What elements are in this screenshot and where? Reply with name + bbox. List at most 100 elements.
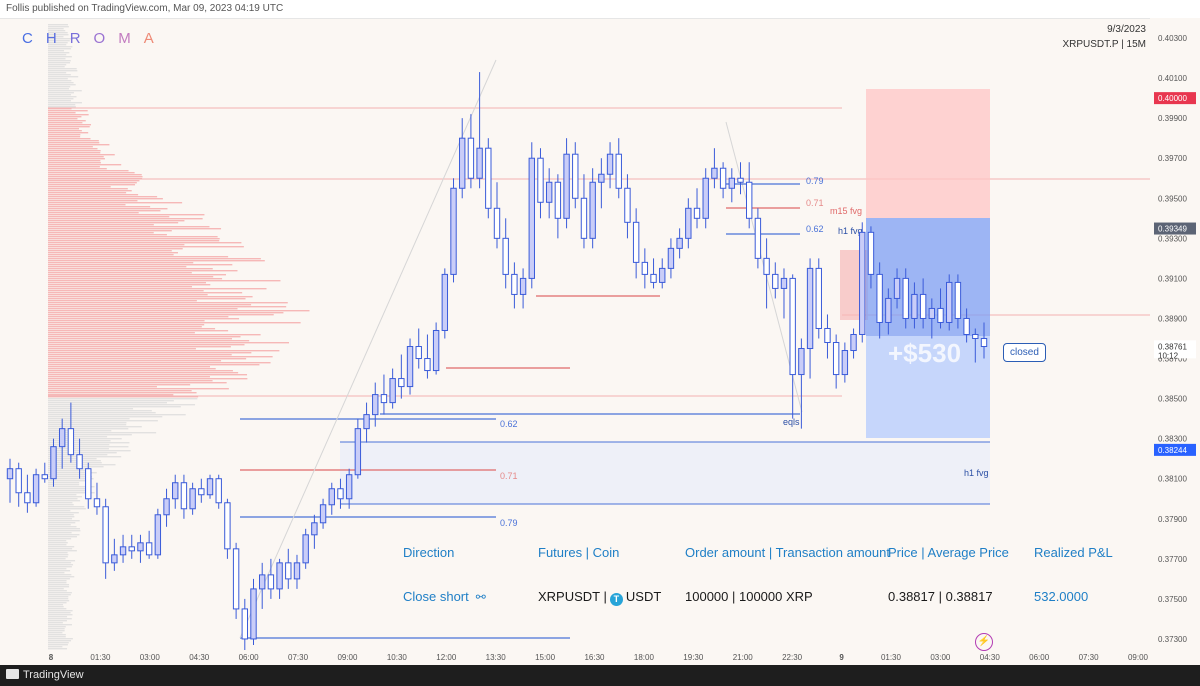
volume-profile-bar [48, 570, 71, 572]
volume-profile-bar [48, 264, 233, 266]
volume-profile-bar [48, 520, 80, 522]
volume-profile-bar [48, 220, 185, 222]
stop-price-text: 0.38244 [1158, 446, 1187, 455]
close-short-link[interactable]: Close short [403, 589, 469, 604]
volume-profile-bar [48, 478, 94, 480]
volume-profile-bar [48, 508, 86, 510]
volume-profile-bar [48, 550, 77, 552]
volume-profile-bar [48, 248, 183, 250]
volume-profile-bar [48, 40, 70, 42]
volume-profile-bar [48, 448, 109, 450]
tether-icon: T [609, 593, 623, 606]
volume-profile-bar [48, 106, 76, 108]
y-tick-label: 0.37500 [1158, 595, 1187, 604]
volume-profile-bar [48, 638, 73, 640]
volume-profile-bar [48, 374, 248, 376]
volume-profile-bar [48, 412, 156, 414]
volume-profile-bar [48, 56, 72, 58]
volume-profile-bar [48, 142, 100, 144]
chart-date: 9/3/2023 [1107, 24, 1146, 35]
candle-body [493, 207, 501, 239]
volume-profile-bar [48, 148, 98, 150]
tradingview-logo[interactable]: TradingView [6, 669, 84, 681]
direction-cell[interactable]: Close short ⚯ [403, 589, 486, 604]
closed-callout: closed [1003, 343, 1046, 362]
volume-profile-bar [48, 586, 70, 588]
volume-profile-bar [48, 432, 157, 434]
volume-profile-bar [48, 590, 67, 592]
volume-profile-bar [48, 554, 69, 556]
candle-body [719, 167, 727, 189]
tv-icon [6, 669, 19, 679]
volume-profile-bar [48, 230, 172, 232]
volume-profile-bar [48, 324, 205, 326]
x-tick-label: 04:30 [980, 653, 1001, 662]
candle-body [850, 333, 857, 352]
candle-body [580, 197, 588, 239]
volume-profile-bar [48, 114, 89, 116]
volume-profile-bar [48, 144, 110, 146]
volume-profile-bar [48, 216, 170, 218]
volume-profile-bar [48, 24, 68, 26]
volume-profile-bar [48, 402, 167, 404]
candle-body [311, 522, 318, 536]
tp-price-tag [1154, 92, 1196, 105]
volume-profile-bar [48, 94, 72, 96]
volume-profile-bar [48, 566, 72, 568]
volume-profile-bar [48, 282, 207, 284]
volume-profile-bar [48, 366, 211, 368]
volume-profile-bar [48, 86, 71, 88]
candle-body [632, 221, 640, 263]
volume-profile-bar [48, 516, 75, 518]
volume-profile-bar [48, 266, 187, 268]
candle-body [598, 173, 605, 183]
volume-profile-bar [48, 470, 89, 472]
volume-profile-bar [48, 250, 172, 252]
candle-body [398, 378, 405, 388]
coin-symbol: USDT [625, 589, 662, 604]
amount-cell: 100000 | 100000 XRP [685, 589, 813, 604]
candle-body [154, 514, 162, 556]
candle-body [250, 588, 257, 640]
volume-profile-bar [48, 346, 231, 348]
volume-profile-bar [48, 406, 181, 408]
volume-profile-bar [48, 356, 273, 358]
volume-profile-bar [48, 214, 205, 216]
volume-profile-bar [48, 258, 261, 260]
volume-profile-bar [48, 138, 91, 140]
h1-fvg-label: h1 fvg [964, 468, 989, 478]
flash-icon[interactable]: ⚡ [975, 633, 993, 651]
volume-profile-bar [48, 642, 69, 644]
volume-profile-bar [48, 312, 284, 314]
volume-profile-bar [48, 318, 240, 320]
volume-profile-bar [48, 182, 137, 184]
volume-profile-bar [48, 158, 105, 160]
volume-profile-bar [48, 194, 139, 196]
pnl-cell: 532.0000 [1034, 589, 1088, 604]
volume-profile-bar [48, 486, 95, 488]
share-icon[interactable]: ⚯ [475, 590, 486, 604]
volume-profile-bar [48, 368, 216, 370]
volume-profile-bar [48, 112, 76, 114]
candle-body [180, 482, 188, 510]
volume-profile-bar [48, 260, 265, 262]
candle-body [337, 488, 344, 500]
volume-profile-bar [48, 330, 229, 332]
candle-body [163, 498, 170, 516]
candle-body [93, 498, 101, 508]
volume-profile-bar [48, 272, 192, 274]
volume-profile-bar [48, 438, 122, 440]
volume-profile-bar [48, 276, 214, 278]
x-tick-label: 21:00 [733, 653, 754, 662]
brand-letter: H [45, 30, 70, 47]
volume-profile-bar [48, 262, 194, 264]
volume-profile-bar [48, 60, 71, 62]
volume-profile-bar [48, 68, 77, 70]
candle-body [693, 207, 701, 219]
y-tick-label: 0.38900 [1158, 314, 1187, 323]
volume-profile-bar [48, 304, 252, 306]
volume-profile-bar [48, 480, 88, 482]
stop-price-tag [1154, 443, 1196, 456]
volume-profile-bar [48, 294, 208, 296]
